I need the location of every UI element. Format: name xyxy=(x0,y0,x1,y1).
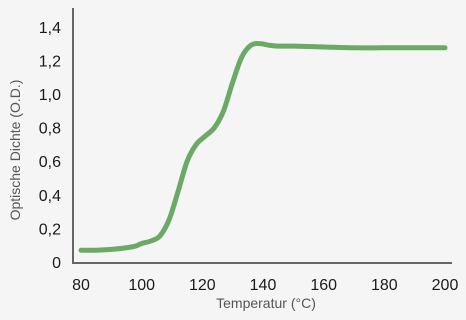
x-tick-label: 200 xyxy=(432,277,459,294)
y-axis-label: Optische Dichte (O.D.) xyxy=(7,80,23,221)
y-tick-label: 1,2 xyxy=(39,53,61,70)
x-tick-label: 80 xyxy=(72,277,90,294)
series-layer xyxy=(78,41,448,253)
y-tick-label: 0,6 xyxy=(39,154,61,171)
x-axis-label: Temperatur (°C) xyxy=(216,295,316,311)
y-tick-labels: 0 0,2 0,4 0,6 0,8 1,0 1,2 1,4 xyxy=(39,20,61,272)
y-tick-label: 0,4 xyxy=(39,188,61,205)
x-tick-labels: 80 100 120 140 160 180 200 xyxy=(72,277,458,294)
y-tick-label: 0 xyxy=(52,255,61,272)
series-line xyxy=(78,41,448,253)
y-tick-label: 0,8 xyxy=(39,121,61,138)
x-tick-label: 180 xyxy=(371,277,398,294)
x-tick-label: 160 xyxy=(310,277,337,294)
y-tick-label: 0,2 xyxy=(39,221,61,238)
x-tick-label: 100 xyxy=(128,277,155,294)
y-tick-label: 1,4 xyxy=(39,20,61,37)
x-tick-label: 140 xyxy=(250,277,277,294)
x-tick-label: 120 xyxy=(189,277,216,294)
y-tick-label: 1,0 xyxy=(39,87,61,104)
